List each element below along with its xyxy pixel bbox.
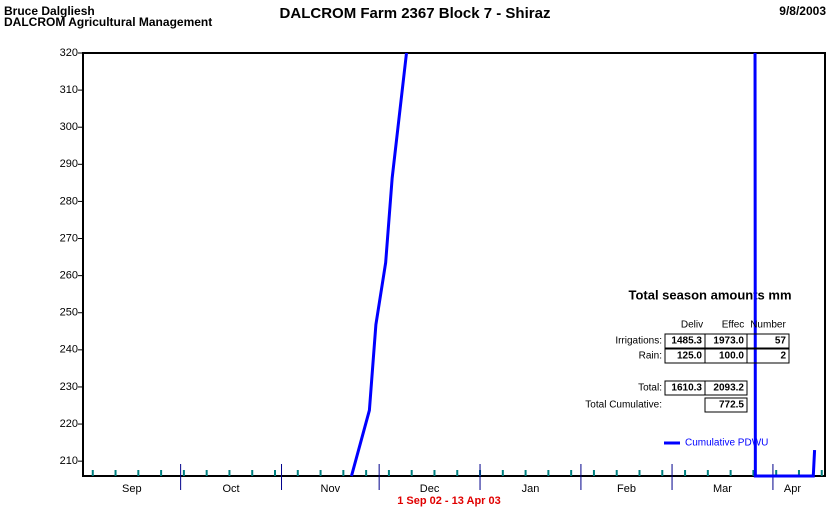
y-tick-label: 270 (60, 232, 78, 244)
y-tick-label: 300 (60, 121, 78, 133)
y-tick-label: 320 (60, 47, 78, 59)
plot-frame (82, 52, 826, 477)
subtitle: 1 Sep 02 - 13 Apr 03 (397, 495, 501, 507)
author: Bruce Dalgliesh (4, 4, 95, 18)
table-header: Deliv (681, 320, 703, 331)
table-value: 1485.3 (671, 336, 702, 347)
table-cell (704, 380, 748, 396)
x-tick-label: Jan (522, 483, 540, 495)
date: 9/8/2003 (779, 4, 826, 18)
row-label: Rain: (639, 351, 662, 362)
y-tick-label: 220 (60, 418, 78, 430)
x-tick-label: Feb (617, 483, 636, 495)
legend-label: Cumulative PDWU (685, 438, 768, 449)
x-tick-label: Apr (784, 483, 801, 495)
x-tick-label: Mar (713, 483, 732, 495)
chart-title: DALCROM Farm 2367 Block 7 - Shiraz (280, 5, 551, 22)
table-value: 1973.0 (713, 336, 744, 347)
table-value: 2 (780, 351, 786, 362)
row-label: Total Cumulative: (585, 400, 662, 411)
company: DALCROM Agricultural Management (4, 15, 212, 29)
x-tick-label: Oct (223, 483, 240, 495)
y-tick-label: 240 (60, 344, 78, 356)
table-cell (746, 333, 790, 349)
table-cell (746, 348, 790, 364)
table-title: Total season amounts mm (628, 287, 791, 302)
series-line (350, 52, 817, 478)
table-cell (704, 397, 748, 413)
x-tick-label: Sep (122, 483, 142, 495)
y-tick-label: 310 (60, 84, 78, 96)
y-tick-label: 260 (60, 270, 78, 282)
x-tick-label: Dec (420, 483, 440, 495)
table-value: 772.5 (719, 400, 744, 411)
table-value: 57 (775, 336, 787, 347)
y-tick-label: 230 (60, 381, 78, 393)
y-tick-label: 290 (60, 158, 78, 170)
y-tick-label: 280 (60, 195, 78, 207)
table-value: 100.0 (719, 351, 744, 362)
y-tick-label: 250 (60, 307, 78, 319)
table-header: Effec (722, 320, 745, 331)
row-label: Total: (638, 383, 662, 394)
row-label: Irrigations: (615, 336, 662, 347)
table-value: 1610.3 (671, 383, 702, 394)
table-value: 2093.2 (713, 383, 744, 394)
table-value: 125.0 (677, 351, 702, 362)
table-header: Number (750, 320, 786, 331)
x-tick-label: Nov (321, 483, 341, 495)
y-tick-label: 210 (60, 455, 78, 467)
